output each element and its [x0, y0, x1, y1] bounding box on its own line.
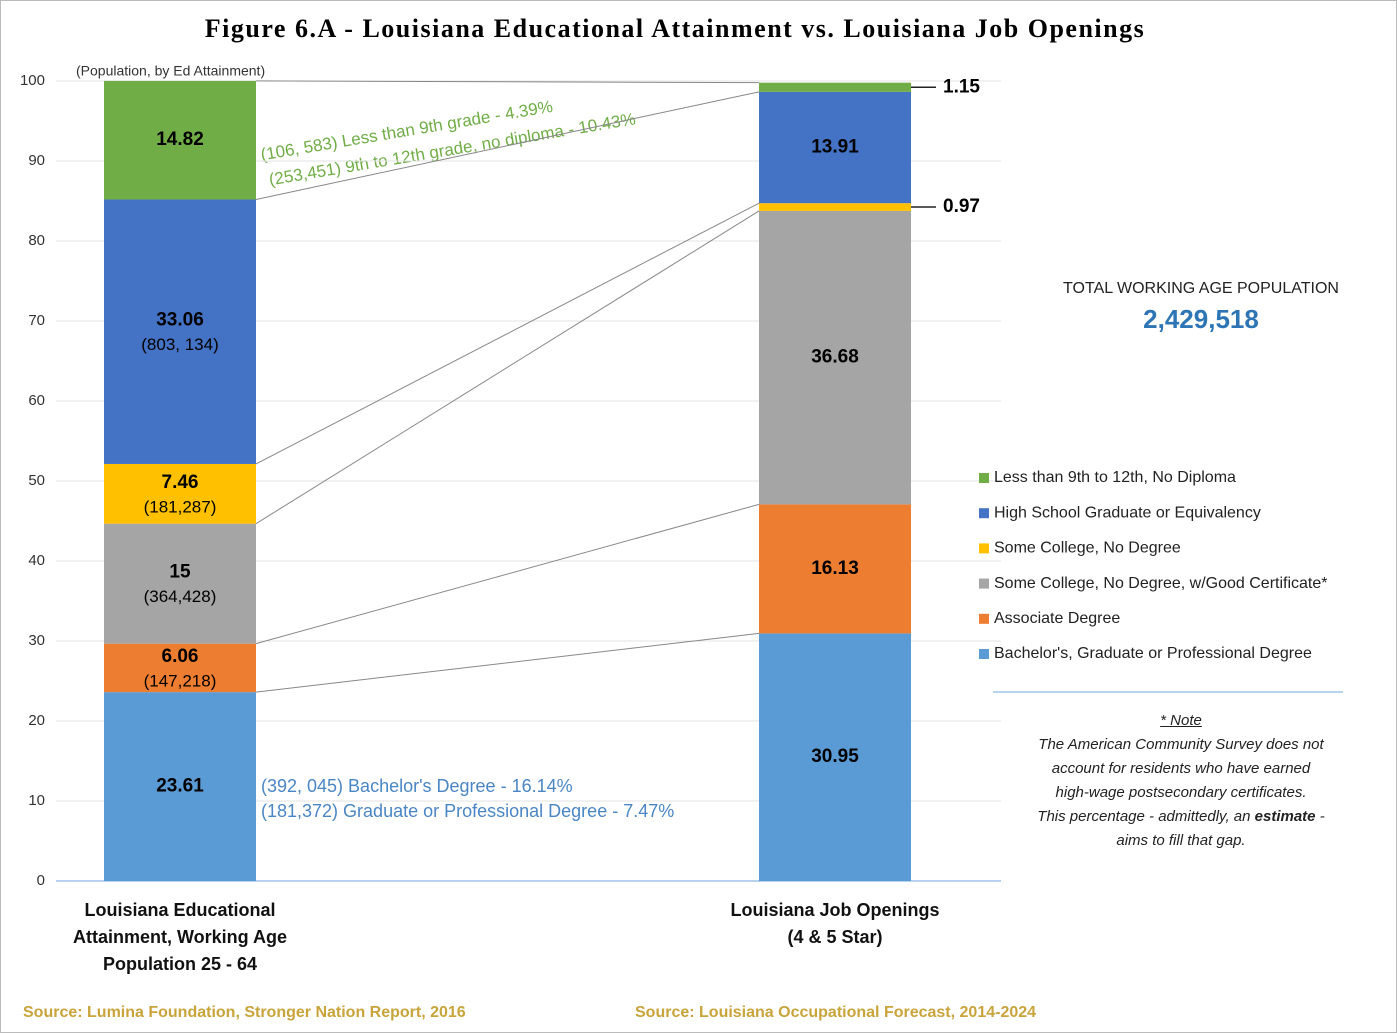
legend-swatch: [979, 613, 989, 624]
bar-segment: [104, 199, 256, 464]
legend-swatch: [979, 578, 989, 589]
connector: [255, 632, 760, 693]
note-line: account for residents who have earned: [1051, 760, 1311, 777]
bar-segment: [759, 91, 911, 204]
chart-title: Figure 6.A - Louisiana Educational Attai…: [205, 14, 1145, 43]
connector: [255, 210, 760, 525]
value-label: 15: [169, 562, 191, 583]
annotation: (392, 045) Bachelor's Degree - 16.14%: [261, 776, 573, 796]
bar-segment: [759, 210, 911, 505]
count-label: (181,287): [144, 497, 217, 516]
count-label: (364,428): [144, 587, 217, 606]
note-text: -: [1319, 808, 1325, 825]
legend-swatch: [979, 543, 989, 554]
connector: [255, 503, 760, 645]
note-line: aims to fill that gap.: [1116, 832, 1246, 849]
legend-label: Some College, No Degree: [994, 540, 1181, 557]
bar-segment: [104, 463, 256, 524]
note-bold: estimate: [1254, 808, 1316, 825]
y-tick-label: 50: [28, 472, 45, 489]
bar-segment: [104, 692, 256, 881]
value-label: 1.15: [943, 76, 980, 97]
top-annotations: (106, 583) Less than 9th grade - 4.39% (…: [259, 97, 637, 190]
total-label: TOTAL WORKING AGE POPULATION: [1063, 280, 1339, 297]
annotation: (181,372) Graduate or Professional Degre…: [261, 801, 674, 821]
connector: [255, 202, 760, 465]
total-value: 2,429,518: [1143, 304, 1259, 334]
bar-segment: [759, 504, 911, 634]
bar-segment: [104, 523, 256, 644]
note-line: The American Community Survey does not: [1038, 736, 1324, 753]
value-label: 14.82: [156, 129, 204, 150]
value-label: 13.91: [811, 137, 859, 158]
source: Source: Louisiana Occupational Forecast,…: [635, 1004, 1037, 1021]
y-tick-label: 20: [28, 712, 45, 729]
legend-swatch: [979, 508, 989, 519]
value-label: 16.13: [811, 558, 859, 579]
x-tick-label: Louisiana Job Openings (4 & 5 Star): [730, 900, 940, 947]
count-label: (803, 134): [141, 335, 219, 354]
connector: [255, 80, 760, 84]
y-tick-label: 100: [20, 72, 45, 89]
connector: [255, 91, 760, 200]
legend-swatch: [979, 649, 989, 659]
note-text: This percentage - admittedly, an: [1037, 808, 1251, 825]
value-label: 33.06: [156, 310, 204, 331]
value-label: 30.95: [811, 746, 859, 767]
value-label: 7.46: [162, 472, 199, 493]
y-tick-label: 80: [28, 232, 45, 249]
y-tick-label: 70: [28, 312, 45, 329]
y-tick-label: 60: [28, 392, 45, 409]
legend-label: Associate Degree: [994, 610, 1120, 627]
value-label: 36.68: [811, 347, 859, 368]
note-title: * Note: [1160, 712, 1202, 729]
x-tick-label: Louisiana Educational Attainment, Workin…: [72, 900, 287, 974]
legend-swatch: [979, 473, 989, 483]
note: * Note The American Community Survey doe…: [961, 709, 1396, 853]
legend-label: Some College, No Degree, w/Good Certific…: [994, 575, 1328, 592]
value-label: 6.06: [162, 646, 199, 667]
y-tick-label: 10: [28, 792, 45, 809]
value-label: 0.97: [943, 196, 980, 217]
bar-segment: [104, 643, 256, 693]
legend-label: High School Graduate or Equivalency: [994, 504, 1261, 521]
bar-segment: [759, 203, 911, 211]
y-tick-label: 0: [37, 872, 45, 889]
bar-segment: [759, 633, 911, 881]
bar-segment: [759, 82, 911, 92]
y-tick-label: 90: [28, 152, 45, 169]
value-label: 23.61: [156, 776, 204, 797]
y-tick-label: 40: [28, 552, 45, 569]
note-line: This percentage - admittedly, an estimat…: [961, 805, 1396, 829]
note-line: high-wage postsecondary certificates.: [1055, 784, 1307, 801]
source: Source: Lumina Foundation, Stronger Nati…: [23, 1004, 466, 1021]
count-label: (147,218): [144, 671, 217, 690]
legend-label: Less than 9th to 12th, No Diploma: [994, 469, 1236, 486]
axis-note: (Population, by Ed Attainment): [76, 63, 265, 79]
y-tick-label: 30: [28, 632, 45, 649]
legend-label: Bachelor's, Graduate or Professional Deg…: [994, 645, 1312, 662]
bar-segment: [104, 80, 256, 200]
